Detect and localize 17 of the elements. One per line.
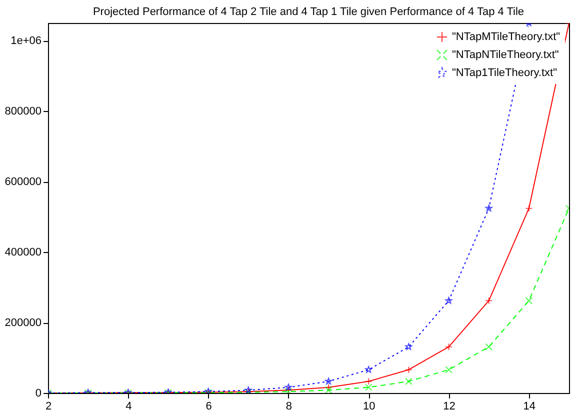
y-tick-label: 0 bbox=[35, 388, 42, 400]
chart-title: Projected Performance of 4 Tap 2 Tile and 4 Tap 1 Tile given Performance of 4 Tap 4 Tile bbox=[92, 6, 524, 18]
y-tick-label: 800000 bbox=[4, 106, 42, 118]
legend-label: "NTap1TileTheory.txt" bbox=[452, 67, 558, 79]
x-tick-label: 10 bbox=[362, 400, 376, 412]
y-tick-label: 1e+06 bbox=[10, 35, 42, 48]
x-tick-label: 4 bbox=[126, 400, 132, 412]
y-tick-label: 200000 bbox=[4, 317, 42, 330]
x-tick-label: 2 bbox=[45, 400, 52, 412]
y-tick-label: 400000 bbox=[4, 246, 42, 259]
legend-label: "NTapMTileTheory.txt" bbox=[452, 31, 560, 43]
legend-label: "NTapNTileTheory.txt" bbox=[452, 49, 559, 61]
y-tick-label: 600000 bbox=[4, 176, 42, 188]
x-tick-label: 8 bbox=[286, 400, 292, 412]
x-tick-label: 12 bbox=[443, 400, 456, 412]
x-tick-label: 6 bbox=[206, 400, 212, 412]
x-tick-label: 14 bbox=[523, 400, 536, 412]
